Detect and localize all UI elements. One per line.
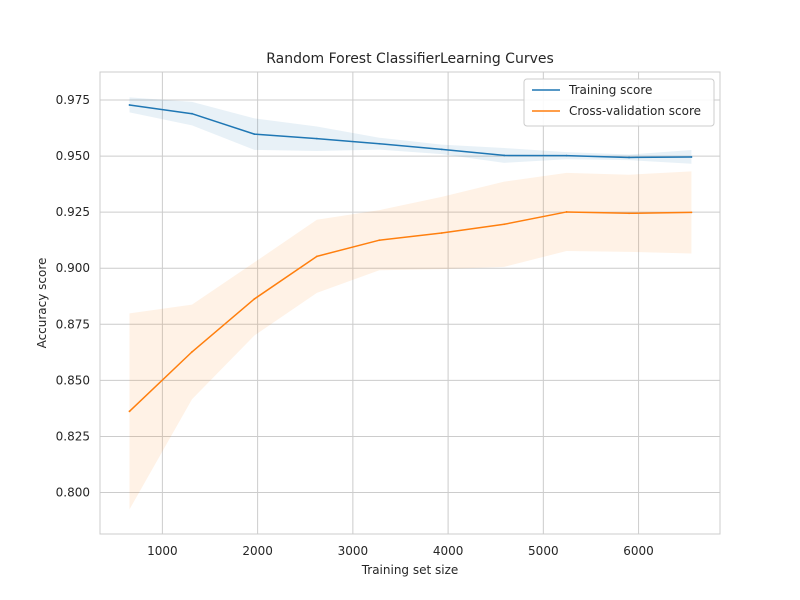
y-tick-label: 0.925 [56,205,90,219]
training-score-point [128,104,131,106]
training-score-point [628,156,630,159]
training-score-point [378,142,381,145]
plot-area-background [100,72,720,534]
x-axis-ticks: 1000 2000 3000 4000 5000 6000 [147,544,654,558]
cross-validation-score-point [315,255,318,258]
y-axis-label: Accuracy score [35,258,49,349]
training-score-point [315,137,318,140]
cross-validation-score-line [128,211,693,413]
y-axis-ticks: 0.800 0.825 0.850 0.875 0.900 0.925 0.950 0.975 [56,93,90,499]
cross-validation-score-point [191,350,193,353]
y-tick-label: 0.900 [56,261,90,275]
training-score-point [191,112,193,115]
cross-validation-score-point [565,211,568,213]
y-tick-label: 0.850 [56,373,90,387]
legend-label-training: Training score [568,83,652,97]
training-score-point [440,148,443,151]
y-tick-label: 0.875 [56,317,90,331]
training-score-line [128,104,693,159]
legend: Training score Cross-validation score [523,78,715,127]
x-tick-label: 3000 [338,544,369,558]
x-tick-label: 1000 [147,544,178,558]
cross-validation-score-point [253,298,256,300]
x-tick-label: 5000 [528,544,559,558]
y-tick-label: 0.800 [56,486,90,500]
cross-validation-score-point [128,410,131,413]
x-axis-label: Training set size [361,563,459,577]
legend-box [523,78,715,127]
chart-title: Random Forest ClassifierLearning Curves [266,51,554,67]
y-tick-label: 0.825 [56,429,90,443]
training-score-point [503,154,506,157]
cross-validation-score-point [503,223,506,226]
legend-label-cross-validation: Cross-validation score [569,104,701,118]
cross-validation-score-point [378,239,381,242]
cross-validation-score-point [628,212,630,215]
y-tick-label: 0.950 [56,149,90,163]
x-tick-label: 2000 [242,544,273,558]
cross-validation-score-point [440,232,443,234]
training-score-point [253,133,256,136]
training-score-point [565,154,568,157]
y-tick-label: 0.975 [56,93,90,107]
cross-validation-score-point [690,211,693,214]
confidence-bands [129,97,692,510]
series-lines [128,104,693,413]
x-tick-label: 4000 [433,544,464,558]
training-score-point [690,156,693,158]
plot-frame [99,71,721,535]
cross-validation-std-band [129,171,692,510]
x-tick-label: 6000 [623,544,654,558]
grid-lines [100,72,720,534]
data-points [128,104,693,413]
training-std-band [129,97,692,164]
